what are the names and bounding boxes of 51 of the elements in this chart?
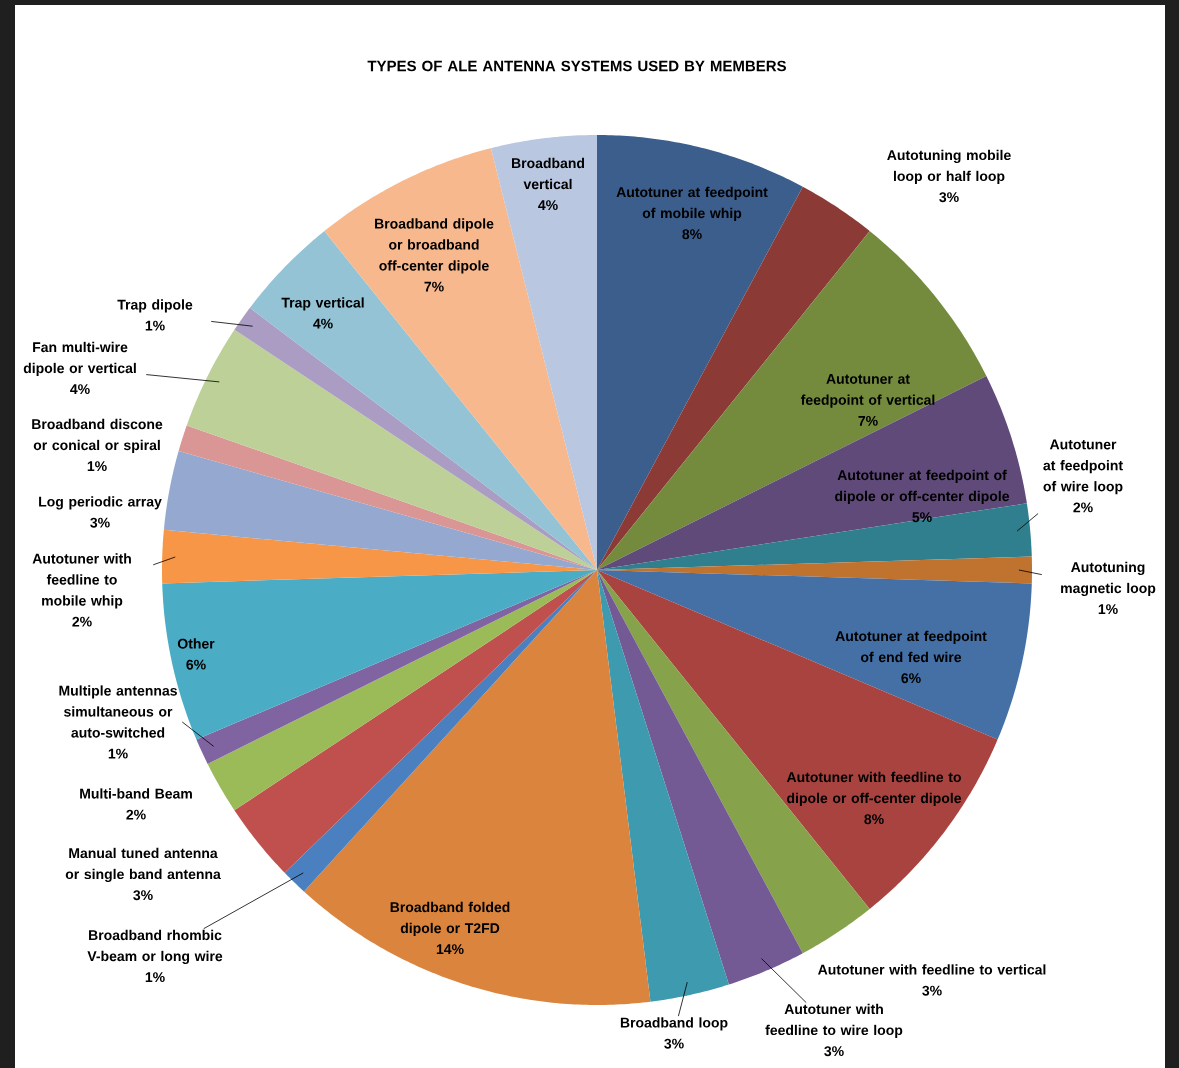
slice-label: Autotuner with feedline to mobile whip: [32, 553, 131, 609]
slice-label: Broadband discone or conical or spiral: [32, 418, 163, 453]
data-label: 4%: [70, 384, 90, 395]
slice-label: Broadband dipole or broadband off-center dipole: [375, 218, 494, 274]
slice-label: Autotuner at feedpoint of vertical: [800, 374, 935, 408]
slice-label: Trap vertical: [281, 297, 364, 311]
data-label: 3%: [133, 890, 153, 901]
data-label: 3%: [824, 1046, 844, 1057]
slice-label: Broadband folded dipole or T2FD: [390, 901, 510, 936]
data-label: 1%: [87, 461, 107, 472]
data-label: 2%: [1073, 502, 1093, 513]
data-label: 3%: [939, 192, 959, 203]
data-label: 7%: [424, 281, 444, 292]
data-label: 5%: [912, 512, 932, 523]
data-label: 1%: [145, 320, 165, 331]
slice-label: Autotuner with feedline to vertical: [818, 964, 1046, 975]
slice-label: Autotuning mobile loop or half loop: [887, 149, 1011, 184]
slice-label: Multi-band Beam: [80, 788, 192, 799]
slice-label: Broadband loop: [620, 1017, 728, 1031]
data-label: 1%: [108, 748, 128, 759]
slice-label: Trap dipole: [117, 299, 193, 313]
slice-label: Autotuner at feedpoint of end fed wire: [835, 630, 987, 663]
data-label: 8%: [682, 229, 702, 240]
slice-label: Log periodic array: [39, 496, 162, 510]
slice-label: Autotuning magnetic loop: [1061, 561, 1156, 596]
chart-title: TYPES OF ALE ANTENNA SYSTEMS USED BY MEMBERS: [367, 60, 786, 72]
slice-label: Autotuner at feedpoint of mobile whip: [616, 186, 768, 221]
slice-label: Autotuner with feedline to dipole or off-center dipole: [786, 771, 962, 806]
data-label: 2%: [72, 616, 92, 627]
slice-label: Autotuner with feedline to wire loop: [765, 1003, 903, 1038]
data-label: 1%: [1098, 604, 1118, 615]
slice-label: Broadband rhombic V-beam or long wire: [87, 929, 223, 964]
slice-label: Broadband vertical: [512, 157, 585, 190]
slice-label: Autotuner at feedpoint of wire loop: [1043, 439, 1123, 495]
slice-label: Manual tuned antenna or single band antenna: [65, 847, 221, 882]
data-label: 14%: [436, 944, 464, 955]
slice-label: Autotuner at feedpoint of dipole or off-center dipole: [835, 469, 1010, 504]
data-label: 3%: [664, 1038, 684, 1049]
data-label: 4%: [313, 318, 333, 329]
data-label: 3%: [922, 985, 942, 996]
data-label: 2%: [126, 809, 146, 820]
slice-label: Fan multi-wire dipole or vertical: [23, 341, 136, 376]
slice-label: Multiple antennas simultaneous or auto-switched: [59, 685, 177, 738]
data-label: 6%: [901, 673, 921, 684]
data-label: 1%: [145, 972, 165, 983]
data-label: 6%: [186, 659, 206, 670]
data-label: 7%: [858, 416, 878, 426]
data-label: 8%: [864, 814, 884, 825]
slice-label: Other: [177, 638, 215, 649]
data-label: 4%: [538, 200, 558, 211]
data-label: 3%: [90, 517, 110, 528]
